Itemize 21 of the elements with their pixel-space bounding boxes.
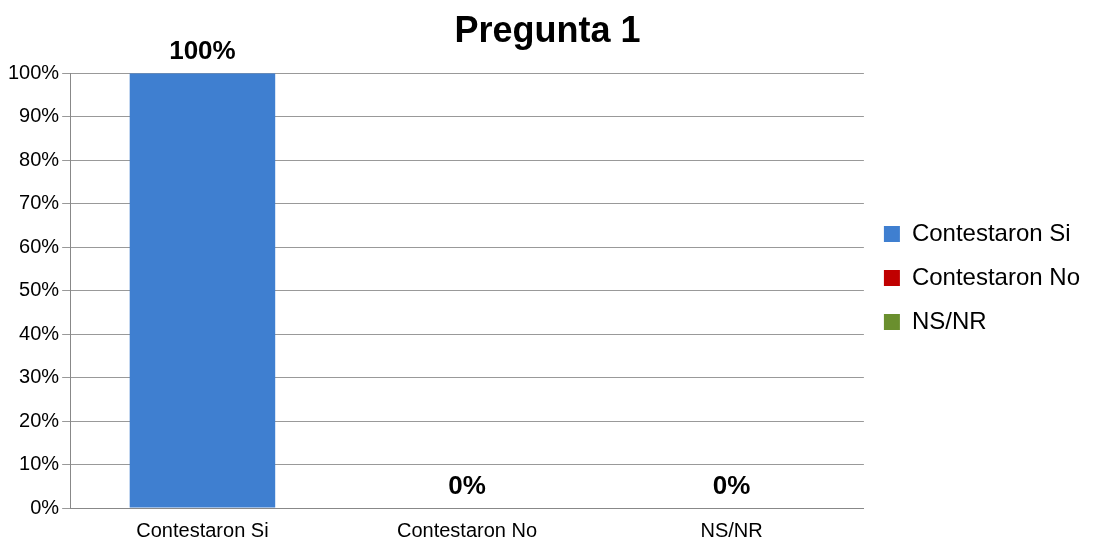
legend-label: Contestaron No — [911, 262, 1080, 290]
data-label: 0% — [448, 470, 486, 501]
chart-title: Pregunta 1 — [454, 8, 641, 50]
y-tick-label: 20% — [19, 408, 60, 431]
data-label: 100% — [169, 35, 236, 66]
data-label: 0% — [712, 470, 751, 501]
legend-label: NS/NR — [911, 306, 987, 334]
x-tick-label: Contestaron Si — [136, 518, 269, 541]
y-tick-label: 30% — [19, 365, 60, 388]
y-tick-label: 60% — [19, 234, 60, 257]
y-tick-label: 90% — [19, 104, 60, 127]
y-tick-label: 40% — [19, 321, 60, 344]
y-tick-label: 50% — [19, 278, 60, 301]
y-tick-label: 100% — [8, 60, 60, 83]
x-tick-label: NS/NR — [700, 518, 763, 541]
x-tick-label: Contestaron No — [396, 518, 538, 541]
y-tick-label: 10% — [19, 452, 60, 475]
y-tick-label: 70% — [19, 191, 60, 214]
y-tick-label: 80% — [19, 147, 60, 170]
legend-label: Contestaron Si — [911, 218, 1071, 246]
y-tick-label: 0% — [30, 495, 60, 518]
